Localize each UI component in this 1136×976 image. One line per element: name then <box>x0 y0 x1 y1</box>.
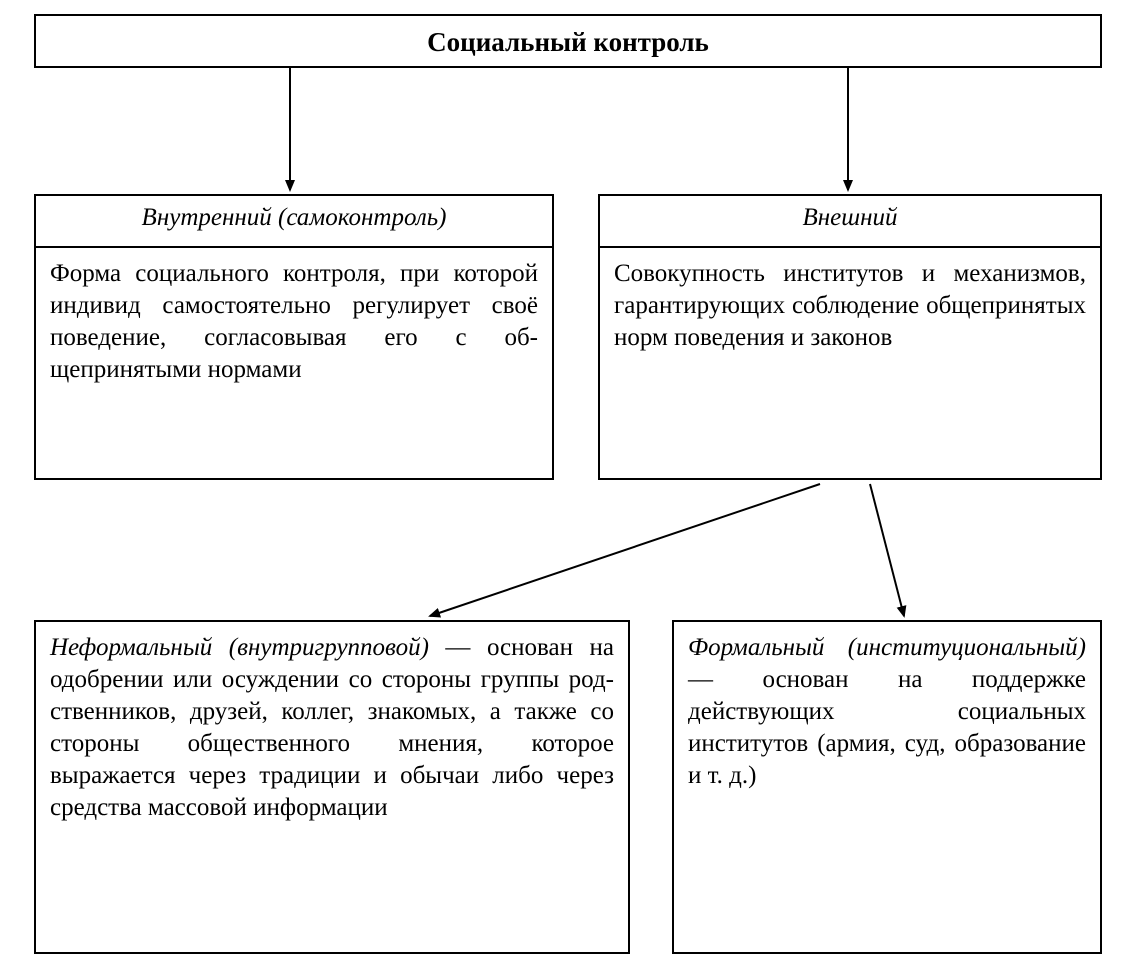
external-body: Совокупность институтов и механизмов, га… <box>600 248 1100 364</box>
formal-italic: Формальный (инсти­туциональный) <box>688 634 1086 661</box>
external-body-text: Совокупность институтов и механизмов, га… <box>614 260 1086 351</box>
edge-external-formal <box>870 484 904 616</box>
informal-node: Неформальный (внутригруппо­вой) — основа… <box>34 620 630 954</box>
external-header-text: Внешний <box>802 204 897 231</box>
internal-body: Форма социального контроля, при которой … <box>36 248 552 396</box>
informal-rest: — основан на одобрении или осуждении со … <box>50 634 614 821</box>
informal-text: Неформальный (внутригруппо­вой) — основа… <box>36 622 628 834</box>
root-node: Социальный контроль <box>34 14 1102 68</box>
formal-node: Формальный (инсти­туциональный) — ос­нов… <box>672 620 1102 954</box>
informal-italic: Неформальный (внутригруппо­вой) <box>50 634 429 661</box>
external-header: Внешний <box>600 196 1100 248</box>
internal-header: Внутренний (самоконтроль) <box>36 196 552 248</box>
internal-body-text: Форма социального контроля, при которой … <box>50 260 538 383</box>
external-node: Внешний Совокупность институтов и механи… <box>598 194 1102 480</box>
root-label: Социальный контроль <box>427 27 709 57</box>
formal-text: Формальный (инсти­туциональный) — ос­нов… <box>674 622 1100 802</box>
formal-rest: — ос­нован на поддержке действующих соци… <box>688 666 1086 789</box>
internal-header-text: Внутренний (самоконтроль) <box>142 204 447 231</box>
diagram-canvas: Социальный контроль Внутренний (самоконт… <box>0 0 1136 976</box>
edge-external-informal <box>430 484 820 616</box>
internal-node: Внутренний (самоконтроль) Форма социальн… <box>34 194 554 480</box>
